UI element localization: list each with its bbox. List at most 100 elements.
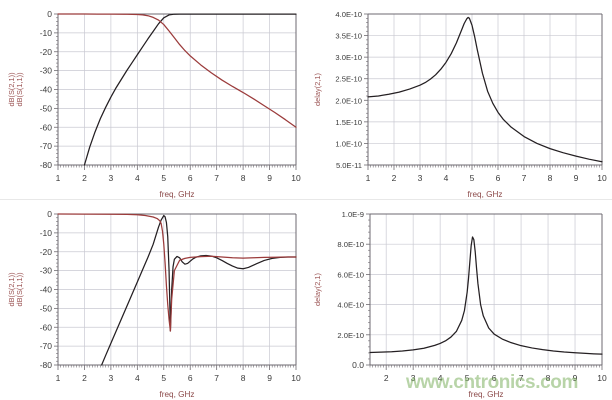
x-tick-label: 7 bbox=[522, 173, 527, 183]
y-tick-label: 8.0E-10 bbox=[337, 240, 364, 249]
y-tick-label: -80 bbox=[40, 360, 53, 370]
chart-top-right-svg: 4.0E-10 3.5E-10 3.0E-10 2.5E-10 2.0E-10 1.5E-… bbox=[313, 10, 607, 199]
y-axis-title: delay(2,1) bbox=[313, 73, 322, 106]
x-tick-label: 4 bbox=[135, 373, 140, 383]
chart-top-left-content: 0 -10 -20 -30 -40 -50 -60 -70 -801 2 3 4 5 6 7 8 9 10 freq… bbox=[7, 9, 301, 199]
y-tick-label: -70 bbox=[40, 341, 53, 351]
x-axis-title: freq, GHz bbox=[159, 190, 194, 199]
x-tick-label: 6 bbox=[188, 373, 193, 383]
y-tick-label: -20 bbox=[40, 47, 53, 57]
y-tick-label: 4.0E-10 bbox=[335, 10, 362, 19]
x-tick-label: 8 bbox=[546, 373, 551, 383]
y-tick-label: -50 bbox=[40, 103, 53, 113]
y-tick-label: -70 bbox=[40, 141, 53, 151]
y-axis-title: dB(S(1,1)) bbox=[15, 272, 24, 306]
chart-panel-top-left: 0 -10 -20 -30 -40 -50 -60 -70 -80 1 2 3 4 5 6 7 8 9 10 freq… bbox=[0, 0, 306, 200]
y-tick-label: -10 bbox=[40, 228, 53, 238]
chart-panel-top-right: 4.0E-10 3.5E-10 3.0E-10 2.5E-10 2.0E-10 1.5E-… bbox=[306, 0, 612, 200]
y-tick-label: 1.0E-9 bbox=[342, 210, 364, 219]
x-tick-label: 3 bbox=[109, 173, 114, 183]
x-tick-label: 8 bbox=[548, 173, 553, 183]
y-tick-label: -20 bbox=[40, 247, 53, 257]
x-tick-label: 4 bbox=[135, 173, 140, 183]
x-tick-label: 10 bbox=[291, 173, 301, 183]
y-tick-label: 4.0E-10 bbox=[337, 301, 364, 310]
y-axis-title: delay(2,1) bbox=[313, 273, 322, 306]
y-tick-label: 2.5E-10 bbox=[335, 75, 362, 84]
x-tick-label: 5 bbox=[470, 173, 475, 183]
x-axis-title: freq, GHz bbox=[159, 390, 194, 399]
data-curve-2 bbox=[57, 213, 297, 332]
x-axis-title: freq, GHz bbox=[467, 190, 502, 199]
y-tick-label: 6.0E-10 bbox=[337, 270, 364, 279]
x-tick-label: 5 bbox=[465, 373, 470, 383]
x-tick-label: 1 bbox=[56, 373, 61, 383]
y-tick-label: 1.5E-10 bbox=[335, 118, 362, 127]
y-tick-label: 0.0 bbox=[352, 360, 364, 370]
y-tick-label: -80 bbox=[40, 160, 53, 170]
x-tick-label: 8 bbox=[241, 173, 246, 183]
x-tick-label: 2 bbox=[82, 173, 87, 183]
x-tick-label: 7 bbox=[214, 173, 219, 183]
chart-top-right-content: 4.0E-10 3.5E-10 3.0E-10 2.5E-10 2.0E-10 1.5E-… bbox=[313, 10, 607, 199]
x-tick-label: 5 bbox=[161, 373, 166, 383]
y-tick-label: -40 bbox=[40, 285, 53, 295]
y-tick-label: -10 bbox=[40, 28, 53, 38]
y-tick-label: -30 bbox=[40, 266, 53, 276]
x-tick-label: 6 bbox=[496, 173, 501, 183]
chart-bottom-right-content: 1.0E-9 8.0E-10 6.0E-10 4.0E-10 2.0E-10 0.0 2 3 4… bbox=[313, 210, 607, 399]
chart-bottom-right-svg: 1.0E-9 8.0E-10 6.0E-10 4.0E-10 2.0E-10 0.0 2 3 4… bbox=[313, 210, 607, 399]
x-tick-label: 1 bbox=[366, 173, 371, 183]
x-tick-label: 1 bbox=[56, 173, 61, 183]
x-tick-label: 6 bbox=[492, 373, 497, 383]
chart-bottom-left-content: 0 -10 -20 -30 -40 -50 -60 -70 -801 2 3 4 5 6 7 8 9 10 freq… bbox=[7, 209, 301, 399]
x-tick-label: 9 bbox=[267, 373, 272, 383]
y-tick-label: 2.0E-10 bbox=[337, 331, 364, 340]
y-tick-label: 3.5E-10 bbox=[335, 32, 362, 41]
y-tick-label: 0 bbox=[47, 9, 52, 19]
y-tick-label: -40 bbox=[40, 85, 53, 95]
y-tick-label: -30 bbox=[40, 66, 53, 76]
chart-bottom-left-svg: 0 -10 -20 -30 -40 -50 -60 -70 -801 2 3 4 5 6 7 8 9 10 freq… bbox=[7, 209, 301, 399]
x-tick-label: 10 bbox=[597, 373, 607, 383]
y-axis-title: dB(S(2,1)) bbox=[7, 272, 16, 306]
x-tick-label: 3 bbox=[418, 173, 423, 183]
data-curve-1 bbox=[369, 236, 603, 355]
x-tick-label: 8 bbox=[241, 373, 246, 383]
y-tick-label: 3.0E-10 bbox=[335, 53, 362, 62]
y-tick-label: -60 bbox=[40, 322, 53, 332]
chart-top-left-svg: 0 -10 -20 -30 -40 -50 -60 -70 -801 2 3 4 5 6 7 8 9 10 freq… bbox=[7, 9, 301, 199]
x-tick-label: 2 bbox=[384, 373, 389, 383]
x-tick-label: 7 bbox=[519, 373, 524, 383]
x-tick-label: 4 bbox=[444, 173, 449, 183]
x-axis-title: freq, GHz bbox=[468, 390, 503, 399]
chart-panel-bottom-right: 1.0E-9 8.0E-10 6.0E-10 4.0E-10 2.0E-10 0.0 2 3 4… bbox=[306, 200, 612, 400]
y-tick-label: 5.0E-11 bbox=[336, 161, 362, 170]
data-curve-1 bbox=[83, 13, 297, 166]
y-axis-title: dB(S(1,1)) bbox=[15, 72, 24, 106]
x-tick-label: 6 bbox=[188, 173, 193, 183]
x-tick-label: 9 bbox=[267, 173, 272, 183]
panel-divider bbox=[0, 199, 612, 200]
x-tick-label: 5 bbox=[161, 173, 166, 183]
y-tick-label: 1.0E-10 bbox=[335, 139, 362, 148]
x-tick-label: 4 bbox=[438, 373, 443, 383]
y-tick-label: 0 bbox=[47, 209, 52, 219]
y-tick-label: -60 bbox=[40, 122, 53, 132]
x-tick-label: 7 bbox=[214, 373, 219, 383]
y-axis-title: dB(S(2,1)) bbox=[7, 72, 16, 106]
x-tick-label: 3 bbox=[411, 373, 416, 383]
x-tick-label: 9 bbox=[574, 173, 579, 183]
x-tick-label: 10 bbox=[291, 373, 301, 383]
x-tick-label: 2 bbox=[392, 173, 397, 183]
data-curve-1 bbox=[101, 214, 297, 366]
data-curve-1 bbox=[367, 16, 603, 163]
y-tick-label: 2.0E-10 bbox=[335, 96, 362, 105]
chart-panel-bottom-left: 0 -10 -20 -30 -40 -50 -60 -70 -80 1 2 3 4 5 6 7 8 9 10 freq… bbox=[0, 200, 306, 400]
x-tick-label: 2 bbox=[82, 373, 87, 383]
x-tick-label: 3 bbox=[109, 373, 114, 383]
data-curve-2 bbox=[57, 13, 297, 128]
y-tick-label: -50 bbox=[40, 303, 53, 313]
x-tick-label: 9 bbox=[573, 373, 578, 383]
